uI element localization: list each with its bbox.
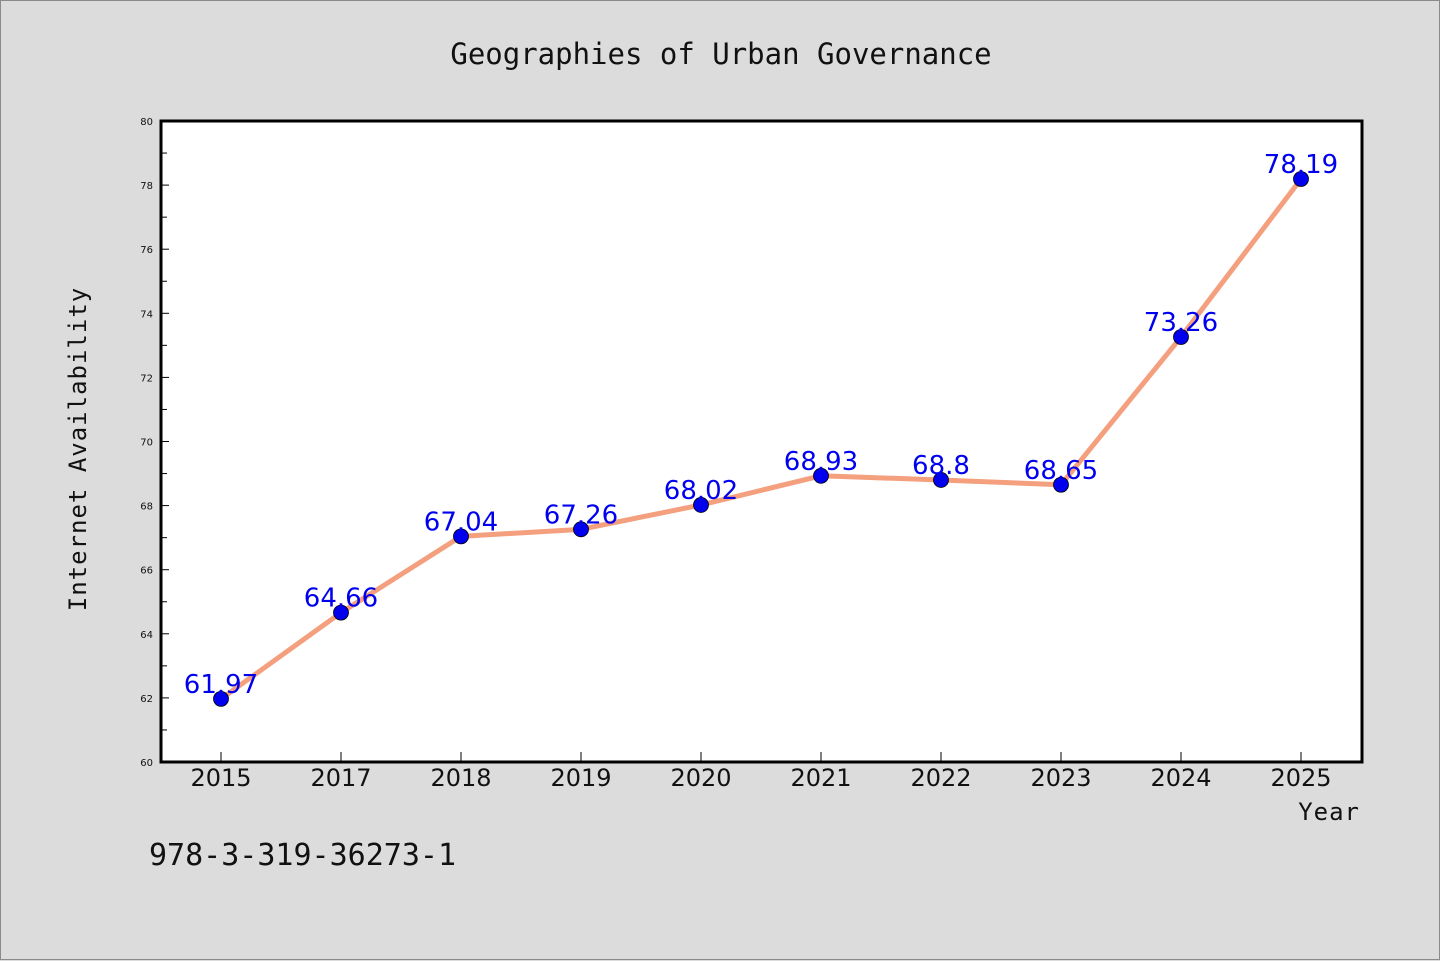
- footnote-isbn: 978-3-319-36273-1: [149, 838, 456, 873]
- data-label: 78.19: [1264, 150, 1338, 180]
- series-group: 61.97 64.66 67.04 67.26 68.02 68.93 68.8 68.65 7…: [184, 150, 1338, 707]
- x-tick-label: 2019: [550, 764, 611, 792]
- data-label: 61.97: [184, 670, 258, 700]
- y-tick-label: 80: [140, 117, 153, 128]
- y-axis: 60 62 64 66 68 70 72 74 76 78 80: [140, 117, 169, 769]
- x-tick-label: 2023: [1030, 764, 1091, 792]
- data-point: [933, 472, 949, 488]
- y-tick-label: 76: [140, 245, 153, 256]
- y-tick-label: 74: [140, 309, 153, 320]
- data-label: 68.65: [1024, 456, 1098, 486]
- y-tick-label: 66: [140, 566, 153, 577]
- data-point: [693, 497, 709, 513]
- y-tick-label: 68: [140, 502, 153, 513]
- y-tick-label: 70: [140, 438, 153, 449]
- data-point: [1293, 171, 1309, 187]
- y-tick-label: 60: [140, 758, 153, 769]
- x-tick-label: 2017: [310, 764, 371, 792]
- data-point: [1173, 329, 1189, 345]
- data-point: [213, 690, 229, 707]
- data-point: [813, 467, 829, 484]
- x-tick-label: 2020: [670, 764, 731, 792]
- data-label: 68.02: [664, 476, 738, 506]
- chart-title: Geographies of Urban Governance: [450, 37, 991, 71]
- x-tick-label: 2018: [430, 764, 491, 792]
- data-label: 64.66: [304, 584, 378, 614]
- x-tick-label: 2024: [1150, 764, 1211, 792]
- y-axis-label: Internet Availability: [64, 287, 92, 611]
- x-tick-label: 2025: [1270, 764, 1331, 792]
- data-point: [1053, 476, 1069, 493]
- data-label: 67.04: [424, 507, 498, 537]
- data-label: 68.93: [784, 447, 858, 477]
- x-tick-label: 2021: [790, 764, 851, 792]
- data-label: 73.26: [1144, 308, 1218, 338]
- data-label: 67.26: [544, 500, 618, 530]
- y-tick-label: 78: [140, 181, 153, 192]
- data-point: [573, 521, 589, 538]
- y-tick-label: 72: [140, 373, 153, 384]
- data-label: 68.8: [912, 451, 970, 481]
- x-axis-label: Year: [1298, 798, 1360, 826]
- data-point: [453, 528, 469, 545]
- y-tick-label: 62: [140, 694, 153, 705]
- data-point: [333, 604, 349, 621]
- x-axis: 2015 2017 2018 2019 2020 2021 2022 2023 2024 2025: [190, 752, 1332, 792]
- x-tick-label: 2022: [910, 764, 971, 792]
- y-tick-label: 64: [140, 630, 153, 641]
- x-tick-label: 2015: [190, 764, 251, 792]
- plot-area: [159, 119, 1364, 764]
- series-line: [218, 176, 1304, 702]
